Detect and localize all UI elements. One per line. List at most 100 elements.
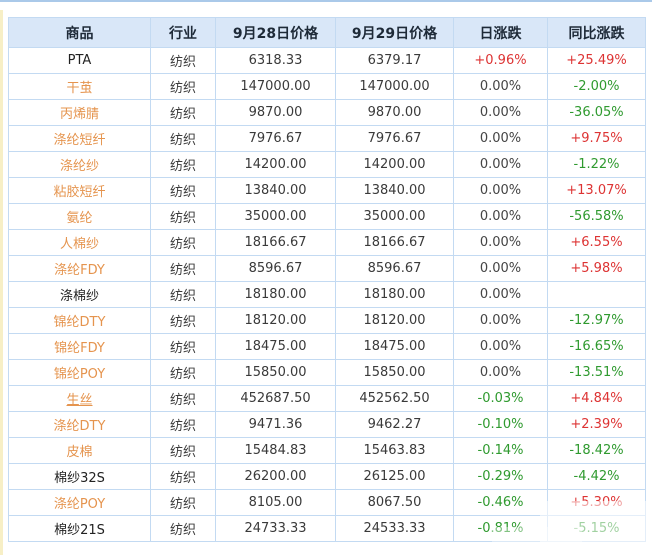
price-0929-cell: 24533.33 (335, 515, 454, 542)
commodity-name-link[interactable]: 锦纶POY (8, 359, 151, 386)
yoy-change-cell: -12.97% (547, 307, 646, 334)
daily-change-cell: 0.00% (453, 229, 548, 256)
table-row: 涤纶FDY 纺织 8596.67 8596.67 0.00% +5.98% (8, 255, 646, 282)
yoy-change-cell: -16.65% (547, 333, 646, 360)
commodity-name: 棉纱32S (8, 463, 151, 490)
commodity-name-link[interactable]: 人棉纱 (8, 229, 151, 256)
table-row: 人棉纱 纺织 18166.67 18166.67 0.00% +6.55% (8, 229, 646, 256)
price-0929-cell: 18166.67 (335, 229, 454, 256)
yoy-change-cell (547, 281, 646, 308)
yoy-change-cell: -2.00% (547, 73, 646, 100)
col-header-industry: 行业 (150, 17, 216, 48)
table-row: 锦纶POY 纺织 15850.00 15850.00 0.00% -13.51% (8, 359, 646, 386)
table-row: 生丝 纺织 452687.50 452562.50 -0.03% +4.84% (8, 385, 646, 412)
price-0928-cell: 18166.67 (215, 229, 336, 256)
price-0928-cell: 15850.00 (215, 359, 336, 386)
price-0929-cell: 452562.50 (335, 385, 454, 412)
table-row: 涤纶DTY 纺织 9471.36 9462.27 -0.10% +2.39% (8, 411, 646, 438)
daily-change-cell: +0.96% (453, 47, 548, 74)
price-0928-cell: 147000.00 (215, 73, 336, 100)
price-0928-cell: 24733.33 (215, 515, 336, 542)
commodity-name-link[interactable]: 锦纶FDY (8, 333, 151, 360)
price-0929-cell: 9462.27 (335, 411, 454, 438)
price-0929-cell: 13840.00 (335, 177, 454, 204)
price-0928-cell: 9471.36 (215, 411, 336, 438)
table-row: 涤棉纱 纺织 18180.00 18180.00 0.00% (8, 281, 646, 308)
price-0929-cell: 147000.00 (335, 73, 454, 100)
commodity-name-link[interactable]: 氨纶 (8, 203, 151, 230)
price-0929-cell: 18475.00 (335, 333, 454, 360)
commodity-name-link[interactable]: 皮棉 (8, 437, 151, 464)
daily-change-cell: 0.00% (453, 281, 548, 308)
price-0929-cell: 18180.00 (335, 281, 454, 308)
table-row: 丙烯腈 纺织 9870.00 9870.00 0.00% -36.05% (8, 99, 646, 126)
price-0928-cell: 15484.83 (215, 437, 336, 464)
price-0928-cell: 13840.00 (215, 177, 336, 204)
price-0928-cell: 14200.00 (215, 151, 336, 178)
commodity-name-link[interactable]: 粘胶短纤 (8, 177, 151, 204)
commodity-name-link[interactable]: 涤纶纱 (8, 151, 151, 178)
yoy-change-cell: -13.51% (547, 359, 646, 386)
commodity-name-link[interactable]: 涤纶短纤 (8, 125, 151, 152)
daily-change-cell: -0.46% (453, 489, 548, 516)
price-0929-cell: 8596.67 (335, 255, 454, 282)
daily-change-cell: 0.00% (453, 99, 548, 126)
industry-cell: 纺织 (150, 437, 216, 464)
price-0928-cell: 35000.00 (215, 203, 336, 230)
industry-cell: 纺织 (150, 47, 216, 74)
industry-cell: 纺织 (150, 99, 216, 126)
commodity-name-link[interactable]: 涤纶FDY (8, 255, 151, 282)
commodity-name-link[interactable]: 涤纶POY (8, 489, 151, 516)
price-0929-cell: 26125.00 (335, 463, 454, 490)
yoy-change-cell: -18.42% (547, 437, 646, 464)
table-row: 锦纶FDY 纺织 18475.00 18475.00 0.00% -16.65% (8, 333, 646, 360)
commodity-name-link[interactable]: 丙烯腈 (8, 99, 151, 126)
price-0928-cell: 452687.50 (215, 385, 336, 412)
industry-cell: 纺织 (150, 489, 216, 516)
commodity-name-link[interactable]: 生丝 (8, 385, 151, 412)
price-0929-cell: 8067.50 (335, 489, 454, 516)
yoy-change-cell: +25.49% (547, 47, 646, 74)
commodity-name-link[interactable]: 锦纶DTY (8, 307, 151, 334)
daily-change-cell: -0.14% (453, 437, 548, 464)
top-divider-line (0, 0, 652, 2)
industry-cell: 纺织 (150, 463, 216, 490)
yoy-change-cell: +9.75% (547, 125, 646, 152)
daily-change-cell: -0.29% (453, 463, 548, 490)
price-0928-cell: 18475.00 (215, 333, 336, 360)
table-row: 皮棉 纺织 15484.83 15463.83 -0.14% -18.42% (8, 437, 646, 464)
table-row: 氨纶 纺织 35000.00 35000.00 0.00% -56.58% (8, 203, 646, 230)
commodity-name-link[interactable]: 干茧 (8, 73, 151, 100)
commodity-price-table: 商品 行业 9月28日价格 9月29日价格 日涨跌 同比涨跌 PTA 纺织 6318… (8, 17, 646, 542)
left-edge-accent (0, 10, 3, 555)
col-header-daily-change: 日涨跌 (453, 17, 548, 48)
commodity-name: 涤棉纱 (8, 281, 151, 308)
yoy-change-cell: +5.98% (547, 255, 646, 282)
industry-cell: 纺织 (150, 359, 216, 386)
industry-cell: 纺织 (150, 177, 216, 204)
industry-cell: 纺织 (150, 411, 216, 438)
daily-change-cell: 0.00% (453, 359, 548, 386)
price-0929-cell: 9870.00 (335, 99, 454, 126)
commodity-name-link[interactable]: 涤纶DTY (8, 411, 151, 438)
yoy-change-cell: -1.22% (547, 151, 646, 178)
commodity-name: PTA (8, 47, 151, 74)
daily-change-cell: -0.03% (453, 385, 548, 412)
price-0928-cell: 18180.00 (215, 281, 336, 308)
industry-cell: 纺织 (150, 281, 216, 308)
industry-cell: 纺织 (150, 385, 216, 412)
daily-change-cell: -0.10% (453, 411, 548, 438)
industry-cell: 纺织 (150, 333, 216, 360)
industry-cell: 纺织 (150, 203, 216, 230)
price-0929-cell: 15463.83 (335, 437, 454, 464)
price-0928-cell: 8105.00 (215, 489, 336, 516)
table-row: PTA 纺织 6318.33 6379.17 +0.96% +25.49% (8, 47, 646, 74)
table-row: 涤纶纱 纺织 14200.00 14200.00 0.00% -1.22% (8, 151, 646, 178)
yoy-change-cell: +4.84% (547, 385, 646, 412)
daily-change-cell: 0.00% (453, 177, 548, 204)
price-0929-cell: 6379.17 (335, 47, 454, 74)
yoy-change-cell: -4.42% (547, 463, 646, 490)
industry-cell: 纺织 (150, 73, 216, 100)
col-header-commodity: 商品 (8, 17, 151, 48)
price-0928-cell: 7976.67 (215, 125, 336, 152)
